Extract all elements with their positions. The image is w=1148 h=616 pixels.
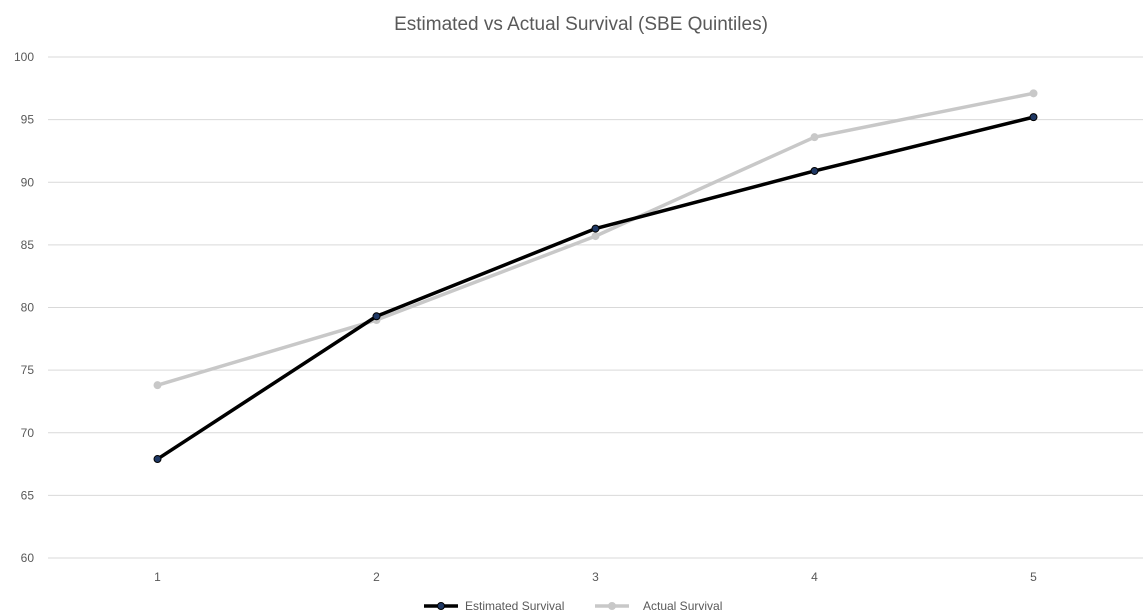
y-tick-label: 70 bbox=[21, 426, 35, 440]
y-tick-label: 65 bbox=[21, 488, 35, 502]
y-tick-label: 75 bbox=[21, 363, 35, 377]
y-tick-label: 100 bbox=[14, 50, 34, 64]
x-axis-ticks: 1 2 3 4 5 bbox=[154, 570, 1037, 584]
series-line bbox=[155, 115, 1036, 461]
data-point bbox=[810, 166, 819, 175]
series-estimated-survival bbox=[153, 113, 1038, 464]
series-actual-survival bbox=[153, 89, 1038, 390]
data-point bbox=[591, 232, 600, 241]
x-tick-label: 3 bbox=[592, 570, 599, 584]
x-tick-label: 2 bbox=[373, 570, 380, 584]
data-point bbox=[153, 381, 162, 390]
legend: Estimated Survival Actual Survival bbox=[424, 599, 722, 613]
data-point bbox=[591, 224, 600, 233]
y-axis-ticks: 60 65 70 75 80 85 90 95 100 bbox=[14, 50, 34, 565]
legend-label: Actual Survival bbox=[643, 599, 722, 613]
data-point bbox=[1029, 89, 1038, 98]
x-tick-label: 4 bbox=[811, 570, 818, 584]
data-point bbox=[1029, 113, 1038, 122]
y-tick-label: 95 bbox=[21, 113, 35, 127]
x-tick-label: 5 bbox=[1030, 570, 1037, 584]
x-tick-label: 1 bbox=[154, 570, 161, 584]
data-point bbox=[372, 312, 381, 321]
legend-marker-icon bbox=[437, 602, 445, 610]
legend-label: Estimated Survival bbox=[465, 599, 564, 613]
y-tick-label: 85 bbox=[21, 238, 35, 252]
series-lines bbox=[153, 89, 1038, 464]
legend-item: Estimated Survival bbox=[424, 599, 564, 613]
y-tick-label: 80 bbox=[21, 301, 35, 315]
y-tick-label: 90 bbox=[21, 175, 35, 189]
data-point bbox=[153, 455, 162, 464]
chart-title: Estimated vs Actual Survival (SBE Quinti… bbox=[394, 14, 768, 35]
data-point bbox=[810, 133, 819, 142]
legend-marker-icon bbox=[608, 602, 616, 610]
legend-item: Actual Survival bbox=[595, 599, 722, 613]
gridlines bbox=[48, 56, 1143, 559]
y-tick-label: 60 bbox=[21, 551, 35, 565]
